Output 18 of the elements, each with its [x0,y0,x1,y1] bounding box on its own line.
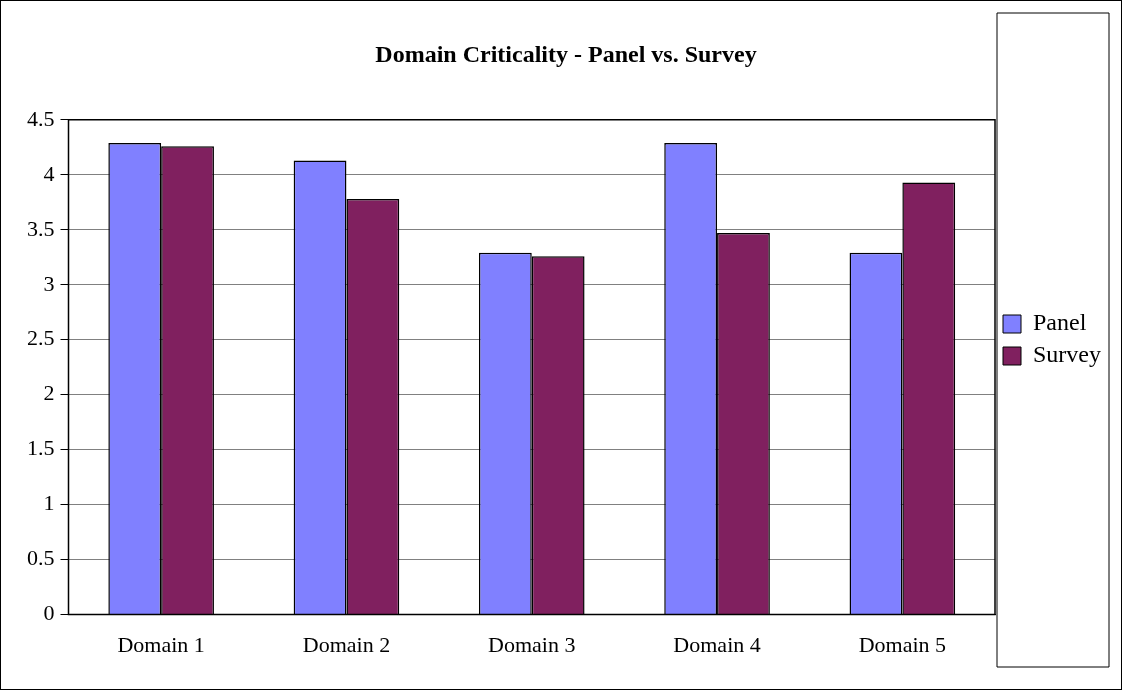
y-tick-label: 3.5 [27,215,55,241]
y-tick-label: 1.5 [27,435,55,461]
y-tick-label: 4.5 [27,105,55,131]
y-tick-label: 0.5 [27,545,55,571]
y-tick-label: 2 [43,380,55,406]
x-tick-label: Domain 3 [488,631,576,657]
y-tick-label: 3 [43,270,55,296]
x-tick-label: Domain 1 [117,631,205,657]
x-tick-label: Domain 2 [302,631,391,657]
x-tick-label: Domain 5 [858,631,947,657]
legend-label: Survey [1033,341,1102,368]
y-tick-label: 1 [43,490,55,516]
legend-label: Panel [1033,309,1087,336]
chart-title: Domain Criticality - Panel vs. Survey [375,40,757,67]
y-tick-label: 0 [43,600,55,626]
x-tick-label: Domain 4 [673,631,761,657]
y-tick-label: 4 [43,160,55,186]
y-tick-label: 2.5 [27,325,55,351]
